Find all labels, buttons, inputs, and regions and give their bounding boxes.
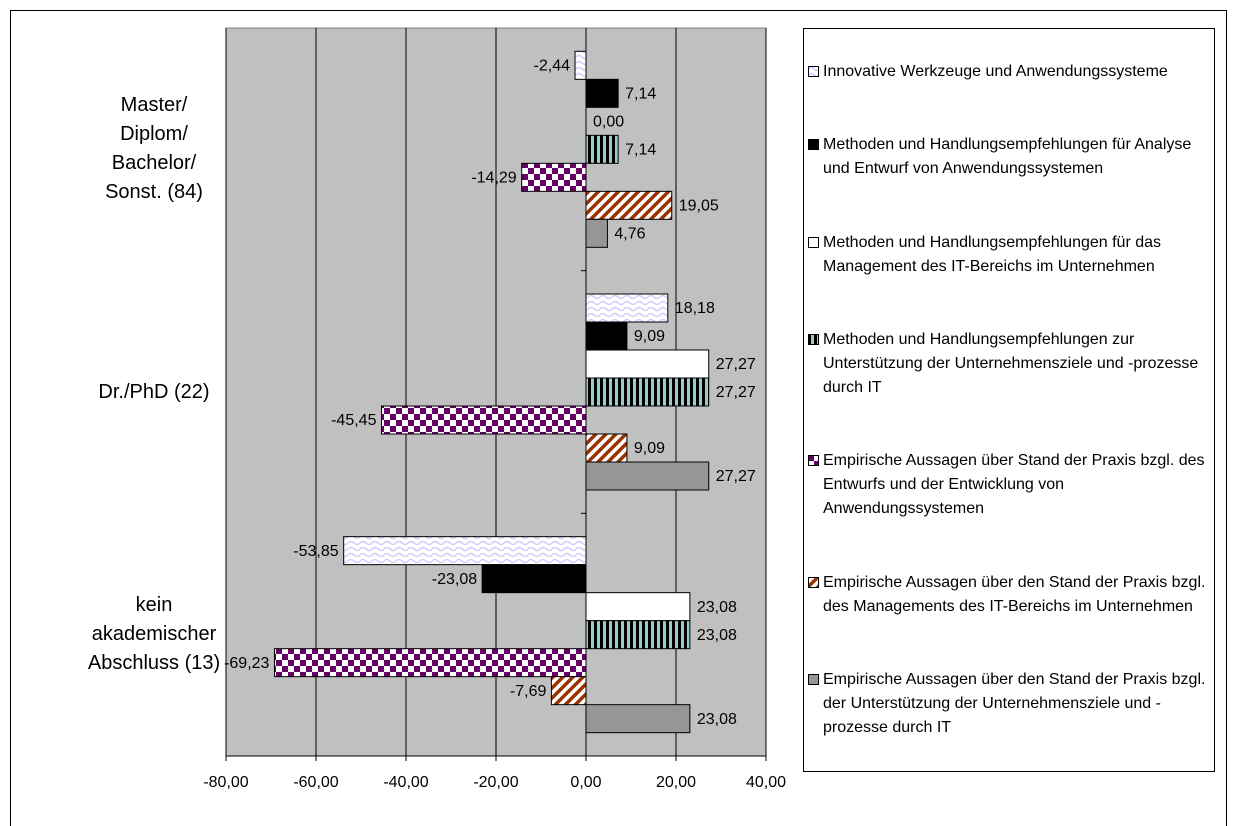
value-label: 0,00: [593, 114, 624, 131]
bar: [574, 50, 587, 80]
legend-swatch: [808, 576, 819, 588]
bar: [273, 648, 587, 678]
legend-swatch: [808, 236, 819, 248]
value-label: 23,08: [697, 627, 737, 644]
bar: [585, 293, 669, 323]
value-label: -2,44: [534, 58, 571, 75]
legend-swatch: [808, 333, 819, 345]
value-label: 23,08: [697, 711, 737, 728]
bar: [585, 377, 710, 407]
bar: [585, 433, 628, 463]
legend-item: Methoden und Handlungsempfehlungen für A…: [808, 133, 1210, 181]
value-label: 7,14: [625, 142, 656, 159]
bar: [585, 134, 619, 164]
bar: [585, 349, 710, 379]
frame: [10, 10, 1227, 826]
value-label: 9,09: [634, 440, 665, 457]
category-label: Dr./PhD (22): [98, 380, 210, 403]
value-label: -53,85: [293, 543, 338, 560]
legend-label: Methoden und Handlungsempfehlungen für d…: [823, 233, 1162, 275]
value-label: -7,69: [510, 683, 547, 700]
bar: [521, 162, 587, 192]
value-label: -14,29: [471, 170, 516, 187]
bar: [585, 704, 691, 734]
legend-label: Methoden und Handlungsempfehlungen für A…: [823, 136, 1192, 178]
value-label: -23,08: [432, 571, 477, 588]
value-label: -45,45: [331, 412, 376, 429]
value-label: 27,27: [716, 468, 756, 485]
legend-marker: [808, 236, 819, 248]
legend-marker: [808, 576, 819, 588]
legend-marker: [808, 139, 819, 151]
legend-item: Methoden und Handlungsempfehlungen für d…: [808, 231, 1210, 279]
x-tick-label: -80,00: [203, 774, 248, 791]
bar: [585, 190, 673, 220]
value-label: 19,05: [679, 198, 719, 215]
legend-item: Methoden und Handlungsempfehlungen zur U…: [808, 328, 1210, 400]
legend-marker: [808, 333, 819, 345]
x-tick-label: -40,00: [383, 774, 428, 791]
legend-marker: [808, 674, 819, 686]
value-label: -69,23: [224, 655, 269, 672]
legend-marker: [808, 455, 819, 467]
bar: [585, 218, 608, 248]
bar: [585, 620, 691, 650]
bar: [585, 78, 619, 108]
bar: [585, 592, 691, 622]
value-label: 9,09: [634, 328, 665, 345]
legend-item: Empirische Aussagen über den Stand der P…: [808, 668, 1210, 740]
x-tick-label: 20,00: [656, 774, 696, 791]
bar: [343, 536, 587, 566]
x-tick-label: 40,00: [746, 774, 786, 791]
value-label: 4,76: [614, 226, 645, 243]
legend: Innovative Werkzeuge und Anwendungssyste…: [803, 28, 1215, 772]
bar: [380, 405, 587, 435]
bar: [550, 676, 587, 706]
legend-label: Empirische Aussagen über den Stand der P…: [823, 573, 1206, 615]
category-label: kein akademischer Abschluss (13): [87, 594, 221, 675]
legend-swatch: [808, 65, 819, 77]
legend-label: Empirische Aussagen über den Stand der P…: [823, 671, 1206, 737]
legend-swatch: [808, 139, 819, 151]
legend-label: Methoden und Handlungsempfehlungen zur U…: [823, 330, 1199, 396]
bar: [481, 564, 587, 594]
bar: [585, 321, 628, 351]
bar: [585, 461, 710, 491]
value-label: 23,08: [697, 599, 737, 616]
legend-label: Empirische Aussagen über Stand der Praxi…: [823, 452, 1205, 518]
legend-swatch: [808, 455, 819, 467]
value-label: 18,18: [675, 300, 715, 317]
legend-item: Empirische Aussagen über den Stand der P…: [808, 571, 1210, 619]
legend-item: Empirische Aussagen über Stand der Praxi…: [808, 449, 1210, 521]
value-label: 27,27: [716, 356, 756, 373]
x-tick-label: -60,00: [293, 774, 338, 791]
value-label: 27,27: [716, 384, 756, 401]
legend-marker: [808, 65, 819, 77]
legend-label: Innovative Werkzeuge und Anwendungssyste…: [823, 62, 1168, 80]
x-tick-label: -20,00: [473, 774, 518, 791]
legend-item: Innovative Werkzeuge und Anwendungssyste…: [808, 60, 1210, 84]
category-label: Master/ Diplom/ Bachelor/ Sonst. (84): [105, 94, 203, 204]
value-label: 7,14: [625, 86, 656, 103]
legend-swatch: [808, 674, 819, 686]
x-tick-label: 0,00: [570, 774, 601, 791]
